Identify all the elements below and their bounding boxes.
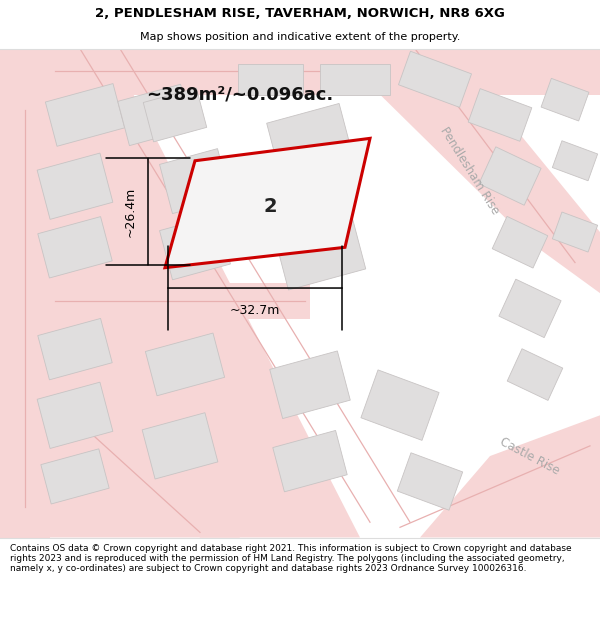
Polygon shape (41, 449, 109, 504)
Polygon shape (320, 64, 390, 94)
Text: Map shows position and indicative extent of the property.: Map shows position and indicative extent… (140, 31, 460, 41)
Polygon shape (80, 94, 200, 141)
Polygon shape (37, 382, 113, 449)
Polygon shape (273, 431, 347, 492)
Polygon shape (479, 147, 541, 205)
Text: Pendlesham Rise: Pendlesham Rise (438, 125, 502, 217)
Polygon shape (270, 351, 350, 419)
Text: ~26.4m: ~26.4m (124, 186, 137, 237)
Polygon shape (380, 49, 600, 293)
Polygon shape (46, 84, 125, 146)
Polygon shape (50, 283, 310, 319)
Polygon shape (468, 89, 532, 141)
Polygon shape (145, 333, 224, 396)
Polygon shape (238, 64, 302, 94)
Polygon shape (541, 78, 589, 121)
Polygon shape (50, 49, 200, 94)
Polygon shape (160, 215, 230, 280)
Polygon shape (142, 412, 218, 479)
Polygon shape (553, 141, 598, 181)
Polygon shape (0, 49, 50, 538)
Text: 2, PENDLESHAM RISE, TAVERHAM, NORWICH, NR8 6XG: 2, PENDLESHAM RISE, TAVERHAM, NORWICH, N… (95, 7, 505, 20)
Polygon shape (118, 84, 192, 146)
Text: ~389m²/~0.096ac.: ~389m²/~0.096ac. (146, 86, 334, 104)
Polygon shape (50, 405, 240, 538)
Polygon shape (507, 349, 563, 401)
Polygon shape (380, 415, 600, 538)
Polygon shape (499, 279, 561, 338)
Polygon shape (37, 153, 113, 219)
Text: Castle Rise: Castle Rise (498, 435, 562, 477)
Text: ~32.7m: ~32.7m (230, 304, 280, 317)
Polygon shape (143, 88, 207, 142)
Polygon shape (361, 370, 439, 441)
Polygon shape (160, 149, 230, 214)
Polygon shape (274, 215, 366, 290)
Polygon shape (398, 51, 472, 107)
Text: 2: 2 (263, 197, 277, 216)
Polygon shape (553, 212, 598, 252)
Polygon shape (38, 217, 112, 278)
Polygon shape (50, 49, 360, 538)
Polygon shape (397, 452, 463, 510)
Polygon shape (492, 216, 548, 268)
Polygon shape (165, 138, 370, 268)
Polygon shape (0, 49, 600, 94)
Polygon shape (38, 318, 112, 380)
Polygon shape (266, 104, 353, 178)
Text: Contains OS data © Crown copyright and database right 2021. This information is : Contains OS data © Crown copyright and d… (10, 544, 572, 573)
